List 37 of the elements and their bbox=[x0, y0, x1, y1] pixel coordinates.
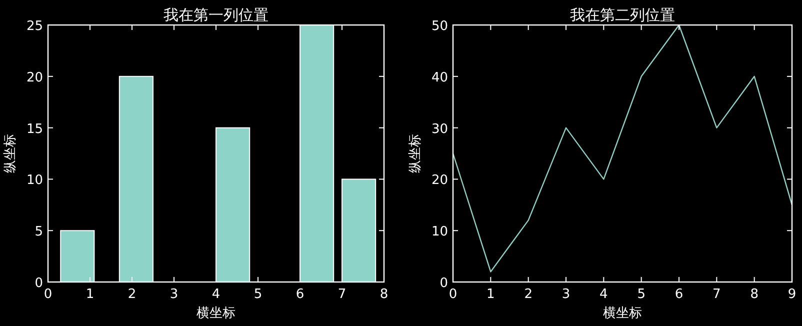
line-series bbox=[452, 24, 793, 272]
chart-title: 我在第一列位置 bbox=[164, 6, 268, 24]
x-tick-label: 3 bbox=[562, 287, 570, 302]
y-tick-label: 25 bbox=[26, 19, 43, 34]
y-tick-label: 0 bbox=[440, 276, 448, 291]
x-axis-title: 横坐标 bbox=[196, 306, 236, 321]
x-tick-label: 3 bbox=[170, 287, 178, 302]
y-tick-label: 0 bbox=[34, 276, 43, 291]
y-tick-label: 20 bbox=[431, 173, 448, 188]
x-tick-label: 6 bbox=[674, 287, 684, 302]
x-tick-label: 8 bbox=[750, 287, 758, 302]
x-tick-label: 9 bbox=[788, 287, 796, 302]
x-tick-label: 5 bbox=[637, 287, 646, 302]
y-tick-label: 10 bbox=[431, 224, 448, 240]
y-tick-label: 30 bbox=[431, 122, 448, 137]
chart-title: 我在第二列位置 bbox=[570, 6, 675, 24]
y-axis-title: 纵坐标 bbox=[3, 134, 18, 173]
y-tick-label: 20 bbox=[26, 70, 43, 86]
y-tick-label: 40 bbox=[431, 70, 448, 86]
x-tick-label: 4 bbox=[212, 287, 220, 302]
y-tick-label: 10 bbox=[26, 173, 43, 188]
y-tick-label: 15 bbox=[26, 122, 43, 137]
x-tick-label: 7 bbox=[712, 287, 721, 302]
y-tick-label: 50 bbox=[431, 19, 448, 34]
x-tick-label: 1 bbox=[86, 287, 94, 302]
y-axis-title: 纵坐标 bbox=[408, 134, 423, 173]
x-tick-label: 1 bbox=[486, 287, 495, 302]
x-tick-label: 0 bbox=[448, 287, 458, 302]
y-tick-label: 5 bbox=[34, 224, 43, 240]
x-tick-label: 8 bbox=[380, 287, 388, 302]
x-tick-label: 7 bbox=[338, 287, 346, 302]
x-tick-label: 2 bbox=[524, 287, 532, 302]
x-tick-label: 4 bbox=[600, 287, 608, 302]
x-tick-label: 2 bbox=[128, 287, 136, 302]
x-axis-title: 横坐标 bbox=[603, 306, 642, 321]
x-tick-label: 5 bbox=[254, 287, 262, 302]
x-tick-label: 6 bbox=[296, 287, 304, 302]
